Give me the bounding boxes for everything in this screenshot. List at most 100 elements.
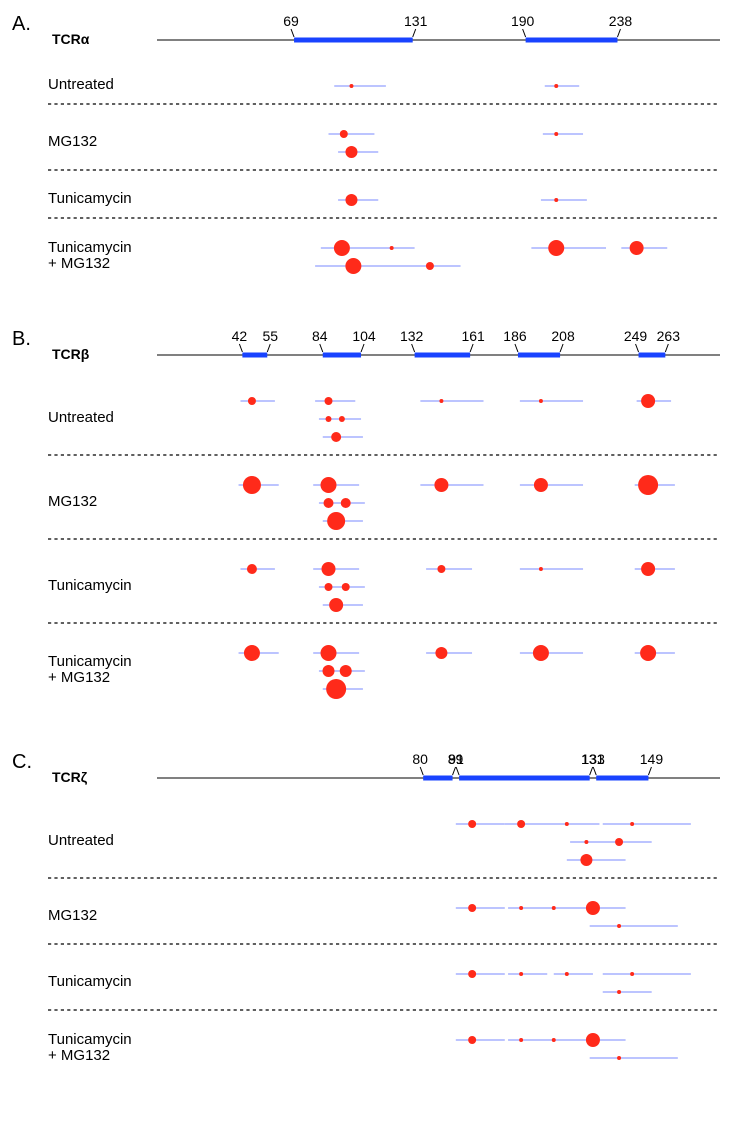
peptide-dot [468,970,476,978]
peptide-dot [426,262,434,270]
peptide-dot [584,840,588,844]
peptide-dot [243,476,261,494]
domain-tick-label: 186 [503,328,527,344]
condition-label: Tunicamycin [48,973,132,990]
peptide-dot [329,598,343,612]
peptide-dot [345,194,357,206]
domain-tick-label: 42 [232,328,248,344]
peptide-dot [640,645,656,661]
domain-tick-label: 55 [262,328,278,344]
panel-svg: B.TCRβ425584104132161186208249263Untreat… [12,327,725,715]
domain-tick-label: 131 [404,13,428,29]
domain-tick [590,767,593,775]
peptide-dot [326,679,346,699]
condition-label: + MG132 [48,1047,110,1064]
domain-tick [617,29,620,37]
peptide-dot [247,564,257,574]
peptide-dot [641,394,655,408]
peptide-dot [468,904,476,912]
peptide-dot [539,567,543,571]
peptide-dot [248,397,256,405]
peptide-dot [630,822,634,826]
panel-svg: C.TCRζ808991131133149UntreatedMG132Tunic… [12,750,725,1084]
domain-tick-label: 238 [609,13,633,29]
peptide-dot [339,416,345,422]
peptide-dot [349,84,353,88]
peptide-dot [554,84,558,88]
peptide-dot [554,198,558,202]
peptide-dot [340,665,352,677]
domain-tick [291,29,294,37]
domain-tick [665,344,668,352]
peptide-dot [630,972,634,976]
protein-name: TCRβ [52,346,90,362]
peptide-dot [519,906,523,910]
domain-tick [648,767,651,775]
domain-tick-label: 208 [551,328,575,344]
domain-tick [361,344,364,352]
peptide-dot [390,246,394,250]
domain-tick-label: 161 [461,328,485,344]
peptide-dot [468,1036,476,1044]
peptide-dot [331,432,341,442]
domain-tick [470,344,473,352]
domain-tick-label: 149 [640,751,664,767]
domain-tick [420,767,423,775]
domain-tick-label: 132 [400,328,424,344]
domain-tick [636,344,639,352]
peptide-dot [539,399,543,403]
condition-label: MG132 [48,493,97,510]
peptide-dot [244,645,260,661]
peptide-dot [586,901,600,915]
peptide-dot [323,665,335,677]
domain-tick [320,344,323,352]
domain-tick [239,344,242,352]
panel-svg: A.TCRα69131190238UntreatedMG132Tunicamyc… [12,12,725,292]
peptide-dot [617,924,621,928]
domain-tick [413,29,416,37]
peptide-dot [437,565,445,573]
peptide-dot [327,512,345,530]
condition-label: Tunicamycin [48,1031,132,1048]
peptide-dot [334,240,350,256]
panel-letter: B. [12,328,31,350]
peptide-dot [517,820,525,828]
peptide-dot [340,130,348,138]
domain-tick-label: 84 [312,328,328,344]
domain-tick-label: 190 [511,13,535,29]
domain-tick [456,767,459,775]
domain-tick [593,767,596,775]
panel-letter: A. [12,13,31,35]
peptide-dot [468,820,476,828]
peptide-dot [434,478,448,492]
peptide-dot [565,822,569,826]
peptide-dot [321,477,337,493]
peptide-dot [638,475,658,495]
peptide-dot [615,838,623,846]
domain-tick-label: 104 [352,328,376,344]
domain-tick [523,29,526,37]
protein-name: TCRζ [52,769,88,785]
peptide-dot [345,258,361,274]
panel-letter: C. [12,751,32,773]
peptide-dot [322,562,336,576]
peptide-dot [630,241,644,255]
peptide-dot [345,146,357,158]
domain-tick-label: 80 [412,751,428,767]
domain-tick [515,344,518,352]
figure-panel: C.TCRζ808991131133149UntreatedMG132Tunic… [12,750,725,1089]
peptide-dot [586,1033,600,1047]
peptide-dot [326,416,332,422]
peptide-dot [534,478,548,492]
peptide-dot [321,645,337,661]
domain-tick-label: 249 [624,328,648,344]
domain-tick-label: 69 [283,13,299,29]
condition-label: MG132 [48,907,97,924]
peptide-dot [580,854,592,866]
condition-label: Tunicamycin [48,190,132,207]
peptide-dot [641,562,655,576]
peptide-dot [554,132,558,136]
peptide-dot [435,647,447,659]
peptide-dot [552,1038,556,1042]
peptide-dot [617,1056,621,1060]
